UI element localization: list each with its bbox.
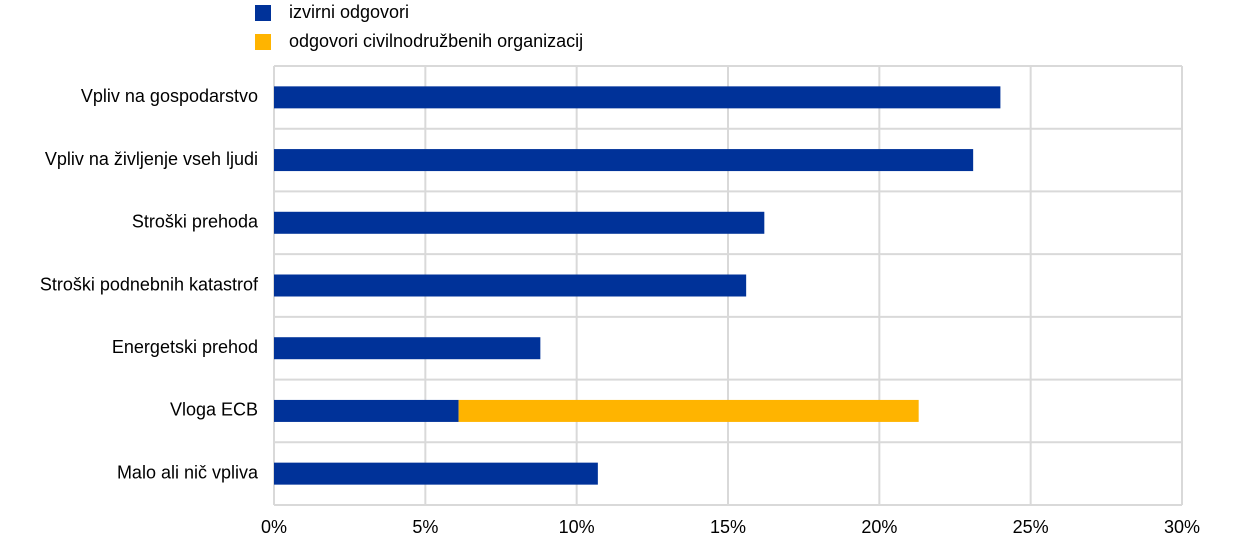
x-tick-label: 5% bbox=[412, 517, 438, 537]
x-tick-label: 20% bbox=[861, 517, 897, 537]
bar bbox=[274, 399, 459, 422]
bar bbox=[274, 149, 974, 172]
legend-label: odgovori civilnodružbenih organizacij bbox=[289, 31, 583, 51]
bar bbox=[274, 211, 765, 234]
y-tick-label: Vpliv na življenje vseh ljudi bbox=[45, 149, 258, 169]
y-tick-label: Energetski prehod bbox=[112, 337, 258, 357]
bar bbox=[274, 462, 598, 485]
bar bbox=[274, 274, 747, 297]
bar bbox=[458, 399, 919, 422]
y-tick-label: Vloga ECB bbox=[170, 400, 258, 420]
x-tick-label: 15% bbox=[710, 517, 746, 537]
bar bbox=[274, 337, 541, 360]
y-tick-label: Vpliv na gospodarstvo bbox=[81, 86, 258, 106]
x-tick-label: 10% bbox=[559, 517, 595, 537]
x-tick-label: 0% bbox=[261, 517, 287, 537]
y-tick-label: Malo ali nič vpliva bbox=[117, 462, 259, 482]
legend-label: izvirni odgovori bbox=[289, 2, 409, 22]
bar bbox=[274, 86, 1001, 109]
x-tick-label: 25% bbox=[1013, 517, 1049, 537]
y-tick-label: Stroški podnebnih katastrof bbox=[40, 274, 259, 294]
y-tick-label: Stroški prehoda bbox=[132, 212, 259, 232]
x-tick-label: 30% bbox=[1164, 517, 1200, 537]
legend-swatch bbox=[255, 34, 271, 50]
legend-swatch bbox=[255, 5, 271, 21]
